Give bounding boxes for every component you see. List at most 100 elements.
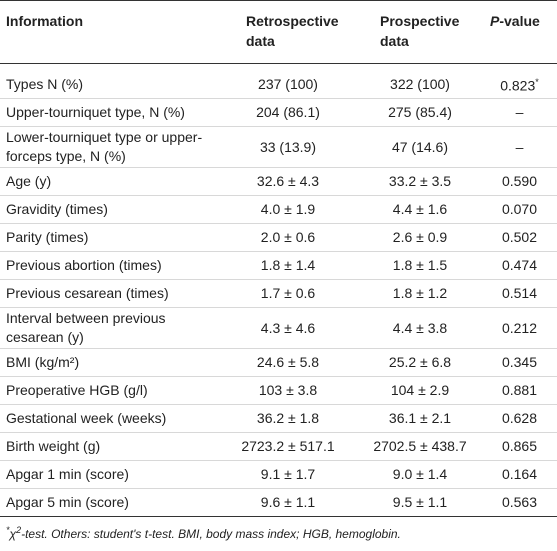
cell-text: –	[515, 104, 524, 120]
cell: 275 (85.4)	[358, 98, 482, 127]
cell-text: 1.8 ± 1.5	[392, 257, 448, 273]
header-cell: Retrospective data	[218, 0, 358, 64]
table-row: Gravidity (times) 4.0 ± 1.9 4.4 ± 1.6 0.070	[0, 195, 557, 224]
cell-note: *	[535, 77, 539, 88]
cell-text: 9.1 ± 1.7	[260, 466, 316, 482]
cell: 9.1 ± 1.7	[218, 460, 358, 489]
cell-text: 104 ± 2.9	[390, 382, 450, 398]
cell-text: Preoperative HGB (g/l)	[6, 382, 148, 398]
table-row: Lower-tourniquet type or upper-forceps t…	[0, 126, 557, 168]
footnote-marker: *	[6, 525, 10, 535]
cell-text: 0.474	[501, 257, 538, 273]
cell-text: 0.070	[501, 201, 538, 217]
cell: 2702.5 ± 438.7	[358, 432, 482, 461]
cell-text: Birth weight (g)	[6, 438, 101, 454]
cell-text: 1.8 ± 1.4	[260, 257, 316, 273]
cell-text: 0.514	[501, 285, 538, 301]
cell: 322 (100)	[358, 71, 482, 99]
cell-text: 9.6 ± 1.1	[260, 494, 316, 510]
table-body: Types N (%) 237 (100) 322 (100) 0.823* Upper…	[0, 64, 557, 517]
cell-text: 36.2 ± 1.8	[256, 410, 320, 426]
cell: 2723.2 ± 517.1	[218, 432, 358, 461]
cell: 1.8 ± 1.2	[358, 279, 482, 308]
cell-text: 1.7 ± 0.6	[260, 285, 316, 301]
cell: 4.3 ± 4.6	[218, 307, 358, 349]
table-row: Interval between previous cesarean (y) 4.…	[0, 307, 557, 349]
cell-text: –	[515, 138, 524, 155]
row-label: Preoperative HGB (g/l)	[0, 376, 218, 405]
cell: 0.212	[482, 307, 557, 349]
header-text: Prospective data	[380, 13, 460, 49]
spacer	[0, 64, 557, 72]
cell: 33.2 ± 3.5	[358, 167, 482, 196]
cell: 0.823*	[482, 71, 557, 99]
cell-text: 237 (100)	[258, 76, 318, 92]
cell-text: 2.0 ± 0.6	[260, 229, 316, 245]
cell: 2.0 ± 0.6	[218, 223, 358, 252]
cell: 9.0 ± 1.4	[358, 460, 482, 489]
row-label: Apgar 5 min (score)	[0, 488, 218, 517]
cell-text: Age (y)	[6, 173, 52, 189]
table-row: Parity (times) 2.0 ± 0.6 2.6 ± 0.9 0.502	[0, 223, 557, 252]
cell-text: Lower-tourniquet type or upper-forceps t…	[6, 129, 203, 164]
table-row: Previous abortion (times) 1.8 ± 1.4 1.8 ± …	[0, 251, 557, 280]
row-label: BMI (kg/m²)	[0, 348, 218, 377]
cell-text: 0.345	[501, 354, 538, 370]
cell-text: 275 (85.4)	[388, 104, 452, 120]
cell: –	[482, 98, 557, 127]
cell-text: 47 (14.6)	[391, 138, 449, 155]
cell-text: 1.8 ± 1.2	[392, 285, 448, 301]
table-row: Preoperative HGB (g/l) 103 ± 3.8 104 ± 2.9…	[0, 376, 557, 405]
cell: 0.514	[482, 279, 557, 308]
cell-text: 0.881	[501, 382, 538, 398]
cell-text: Types N (%)	[6, 76, 84, 92]
cell-text: Gestational week (weeks)	[6, 410, 167, 426]
footnote-sup: 2	[16, 525, 22, 535]
footnote-chi: χ	[9, 527, 17, 541]
header-text: Retrospective data	[246, 13, 339, 49]
cell-text: 9.5 ± 1.1	[392, 494, 448, 510]
cell-text: Interval between previous cesarean (y)	[6, 310, 166, 345]
cell: 1.8 ± 1.4	[218, 251, 358, 280]
header-italic: P	[490, 13, 500, 29]
cell: 0.502	[482, 223, 557, 252]
row-label: Types N (%)	[0, 71, 218, 99]
table-row: Upper-tourniquet type, N (%) 204 (86.1) 27…	[0, 98, 557, 127]
row-label: Upper-tourniquet type, N (%)	[0, 98, 218, 127]
cell-text: Apgar 5 min (score)	[6, 494, 129, 510]
cell-text: Previous abortion (times)	[6, 257, 162, 273]
cell-text: Upper-tourniquet type, N (%)	[6, 104, 185, 120]
cell-value: 0.823	[500, 77, 536, 94]
row-label: Apgar 1 min (score)	[0, 460, 218, 489]
cell-text: 4.0 ± 1.9	[260, 201, 316, 217]
cell: 0.628	[482, 404, 557, 433]
cell-text: 2702.5 ± 438.7	[373, 438, 467, 454]
cell: 4.4 ± 3.8	[358, 307, 482, 349]
cell-text: Previous cesarean (times)	[6, 285, 169, 301]
header-row: Information Retrospective data Prospective…	[0, 0, 557, 64]
header-text: -value	[499, 13, 540, 29]
cell: –	[482, 126, 557, 168]
cell-text: 24.6 ± 5.8	[256, 354, 320, 370]
cell: 103 ± 3.8	[218, 376, 358, 405]
cell-text: Parity (times)	[6, 229, 89, 245]
table-row: Apgar 5 min (score) 9.6 ± 1.1 9.5 ± 1.1 0.5…	[0, 488, 557, 517]
table-row: Age (y) 32.6 ± 4.3 33.2 ± 3.5 0.590	[0, 167, 557, 196]
cell: 0.164	[482, 460, 557, 489]
cell-text: 2723.2 ± 517.1	[241, 438, 335, 454]
row-label: Parity (times)	[0, 223, 218, 252]
footnote: *χ2-test. Others: student's t-test. BMI,…	[0, 517, 557, 541]
cell: 4.4 ± 1.6	[358, 195, 482, 224]
cell-text: 204 (86.1)	[256, 104, 320, 120]
cell: 0.563	[482, 488, 557, 517]
cell-text: 33 (13.9)	[259, 138, 317, 155]
cell: 204 (86.1)	[218, 98, 358, 127]
data-table: Information Retrospective data Prospective…	[0, 0, 557, 517]
cell-text: Gravidity (times)	[6, 201, 108, 217]
cell: 24.6 ± 5.8	[218, 348, 358, 377]
header-cell: Prospective data	[358, 0, 482, 64]
row-label: Lower-tourniquet type or upper-forceps t…	[0, 126, 218, 168]
cell-text: 4.3 ± 4.6	[260, 319, 316, 336]
cell-text: Apgar 1 min (score)	[6, 466, 129, 482]
